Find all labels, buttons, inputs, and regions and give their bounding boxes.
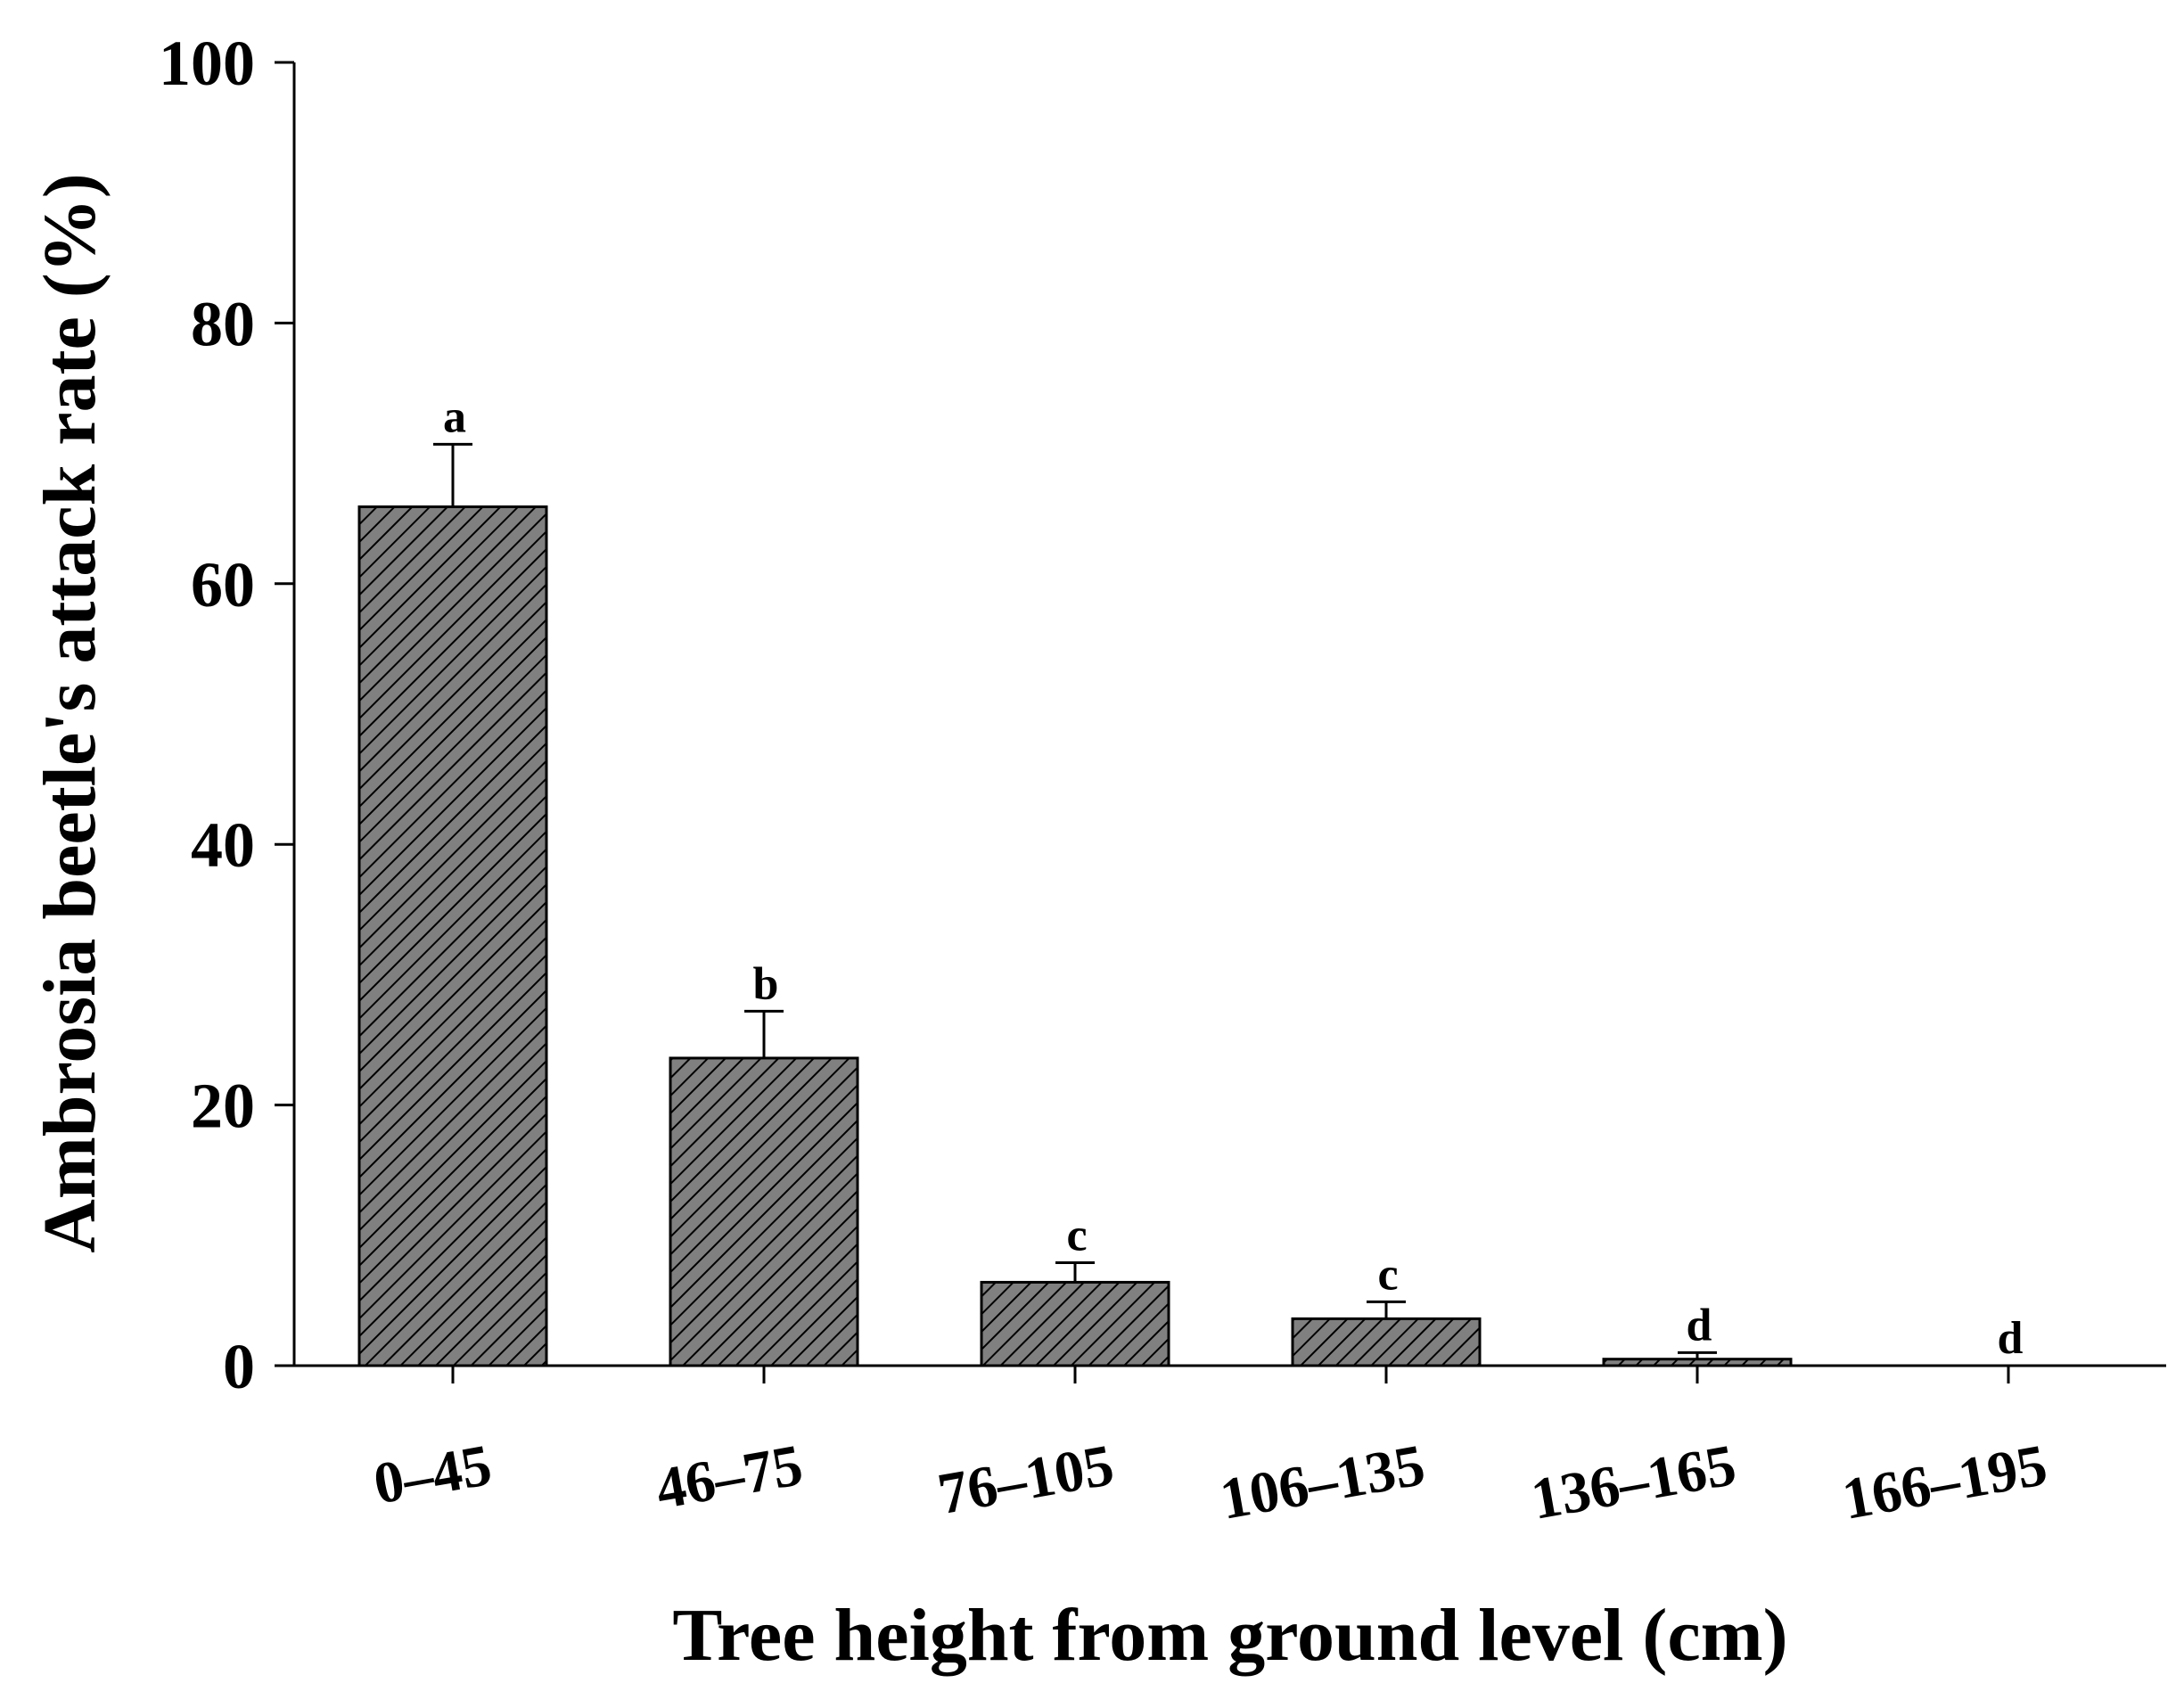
- y-tick-label: 20: [191, 1071, 255, 1142]
- y-tick-label: 100: [159, 28, 255, 99]
- bar: [357, 505, 548, 1367]
- x-category-label: 0–45: [369, 1433, 497, 1517]
- significance-letter: d: [1687, 1300, 1712, 1351]
- y-tick-label: 60: [191, 549, 255, 620]
- x-category-label: 46–75: [651, 1433, 807, 1523]
- significance-letter: a: [443, 391, 466, 442]
- x-axis-title: Tree height from ground level (cm): [672, 1594, 1787, 1677]
- x-category-label: 76–105: [933, 1433, 1119, 1527]
- axes-layer: [275, 61, 2166, 1383]
- x-category-label: 136–165: [1526, 1433, 1740, 1532]
- significance-letter: d: [1998, 1313, 2024, 1364]
- x-category-label: 106–135: [1215, 1433, 1429, 1532]
- y-tick-label: 40: [191, 809, 255, 881]
- y-tick-label: 80: [191, 288, 255, 359]
- x-category-label: 166–195: [1837, 1433, 2051, 1532]
- bar: [980, 1280, 1170, 1367]
- y-tick-label: 0: [223, 1331, 255, 1402]
- y-axis-title: Ambrosia beetle's attack rate (%): [29, 173, 111, 1252]
- bar: [669, 1056, 859, 1367]
- significance-letter: c: [1377, 1249, 1398, 1300]
- bar: [1291, 1317, 1482, 1367]
- significance-letter: b: [753, 958, 779, 1009]
- significance-letter: c: [1066, 1211, 1087, 1261]
- error-bars-layer: [433, 442, 1717, 1359]
